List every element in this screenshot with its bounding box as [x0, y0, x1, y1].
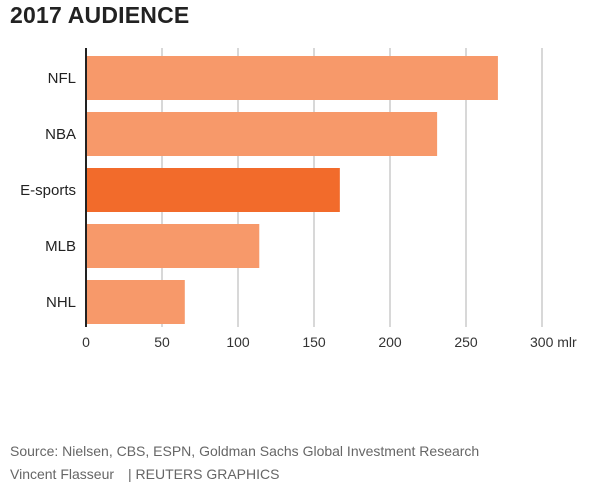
category-label-nfl: NFL — [48, 70, 76, 87]
bars — [86, 56, 498, 324]
x-tick-label-200: 200 — [378, 334, 402, 350]
chart-title: 2017 AUDIENCE — [10, 2, 190, 28]
x-tick-label-0: 0 — [82, 334, 90, 350]
bar-nfl — [86, 56, 498, 100]
category-label-mlb: MLB — [45, 238, 76, 255]
category-label-nhl: NHL — [46, 294, 76, 311]
x-tick-label-250: 250 — [454, 334, 478, 350]
source-note: Source: Nielsen, CBS, ESPN, Goldman Sach… — [10, 443, 480, 459]
publisher-credit: | REUTERS GRAPHICS — [128, 466, 280, 482]
bar-nba — [86, 112, 438, 156]
x-tick-label-50: 50 — [154, 334, 170, 350]
axes: 0 50 100 150 200 250 300 mlr NFL NBA E-sports MLB N… — [20, 48, 577, 350]
bar-nhl — [86, 280, 185, 324]
credit-row: Vincent Flasseur | REUTERS GRAPHICS — [10, 466, 279, 482]
category-label-nba: NBA — [45, 126, 76, 143]
author-credit: Vincent Flasseur — [10, 466, 115, 482]
category-label-e-sports: E-sports — [20, 182, 76, 199]
bar-e-sports — [86, 168, 340, 212]
bar-mlb — [86, 224, 260, 268]
x-tick-label-100: 100 — [226, 334, 250, 350]
x-tick-label-300: 300 mlr — [530, 334, 577, 350]
bar-chart: 0 50 100 150 200 250 300 mlr NFL NBA E-sports MLB N… — [20, 48, 577, 350]
x-tick-label-150: 150 — [302, 334, 326, 350]
